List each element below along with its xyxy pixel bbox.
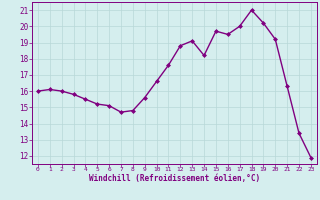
X-axis label: Windchill (Refroidissement éolien,°C): Windchill (Refroidissement éolien,°C) <box>89 174 260 183</box>
